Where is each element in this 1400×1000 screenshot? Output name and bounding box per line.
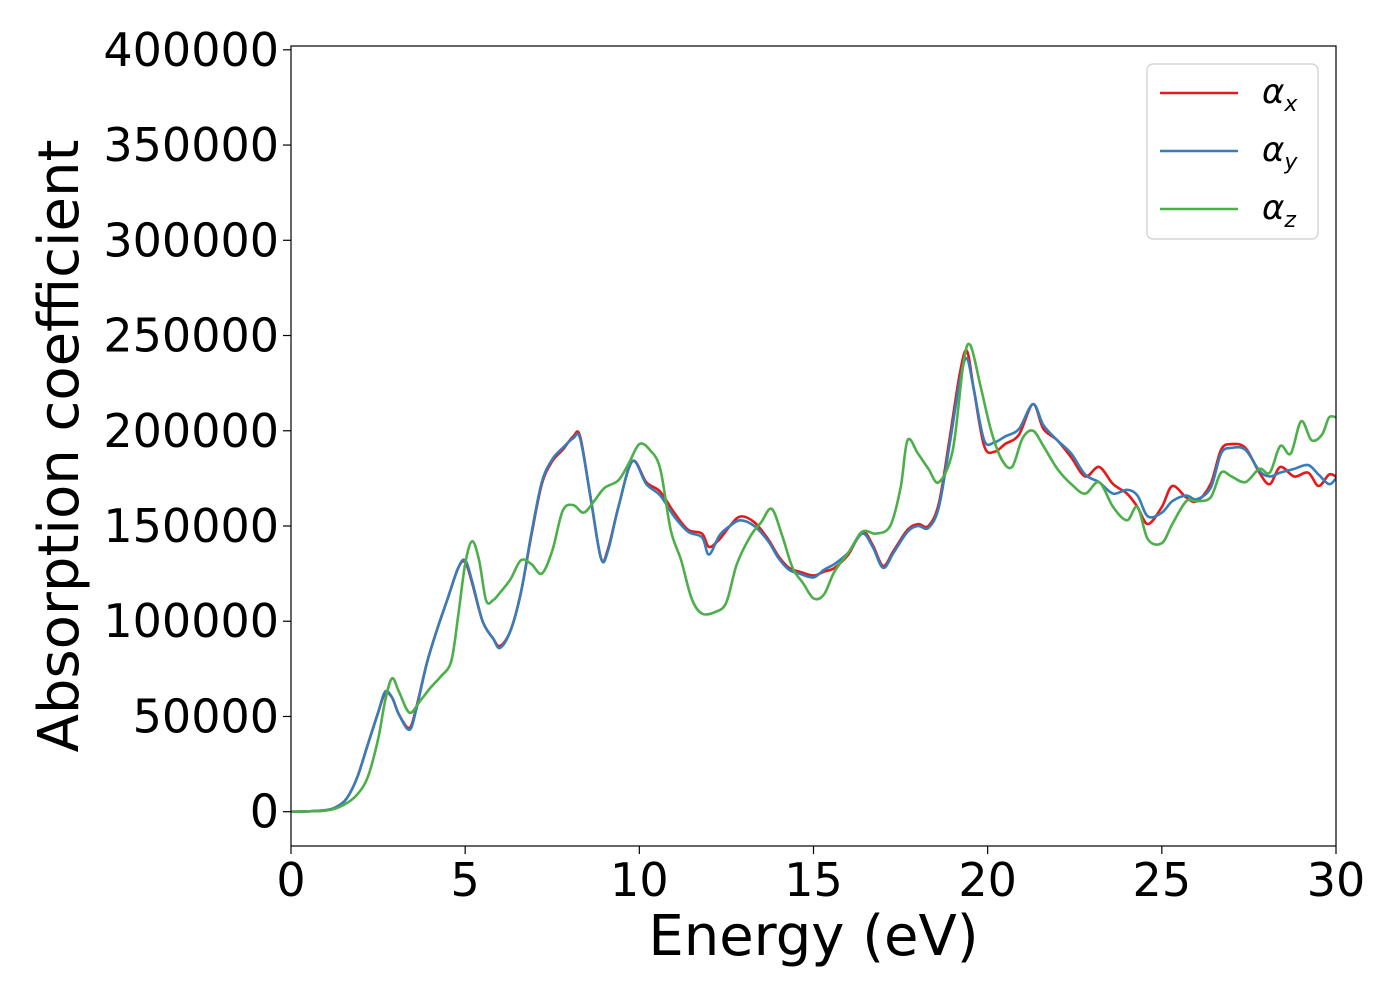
legend-label-symbol: α [1262, 188, 1284, 228]
y-axis-ticks: 0 50000 100000 150000 200000 250000 300000 3500… [103, 23, 291, 839]
legend-label: αz [1262, 188, 1296, 233]
series-layer [291, 342, 1336, 814]
legend-label-subscript: x [1283, 92, 1298, 117]
legend-entry-alpha-x: αx [1160, 72, 1298, 117]
x-tick-label: 30 [1307, 853, 1366, 907]
legend-label: αx [1262, 72, 1298, 117]
series-line-alpha-z [291, 342, 1336, 814]
x-tick-label: 15 [784, 853, 843, 907]
y-tick-label: 100000 [103, 594, 279, 648]
legend-entry-alpha-y: αy [1160, 130, 1298, 175]
x-tick-label: 0 [276, 853, 305, 907]
y-tick-label: 350000 [103, 118, 279, 172]
y-tick-label: 400000 [103, 23, 279, 77]
y-tick-label: 300000 [103, 213, 279, 267]
y-axis-title: Absorption coefficient [27, 140, 92, 753]
y-tick-label: 150000 [103, 499, 279, 553]
x-tick-label: 5 [451, 853, 480, 907]
x-tick-label: 10 [610, 853, 669, 907]
y-tick-label: 50000 [133, 689, 279, 743]
legend-label-subscript: z [1283, 208, 1296, 233]
series-line-alpha-y [291, 357, 1336, 814]
legend-label-subscript: y [1283, 150, 1298, 175]
legend-entry-alpha-z: αz [1160, 188, 1296, 233]
y-tick-label: 250000 [103, 309, 279, 363]
x-axis-title: Energy (eV) [648, 904, 978, 969]
legend-label-symbol: α [1262, 130, 1284, 170]
x-axis-ticks: 0 5 10 15 20 25 30 [276, 846, 1365, 907]
y-tick-label: 200000 [103, 404, 279, 458]
legend-label: αy [1262, 130, 1298, 175]
x-tick-label: 20 [958, 853, 1017, 907]
legend-label-symbol: α [1262, 72, 1284, 112]
x-tick-label: 25 [1133, 853, 1192, 907]
y-tick-label: 0 [250, 785, 279, 839]
